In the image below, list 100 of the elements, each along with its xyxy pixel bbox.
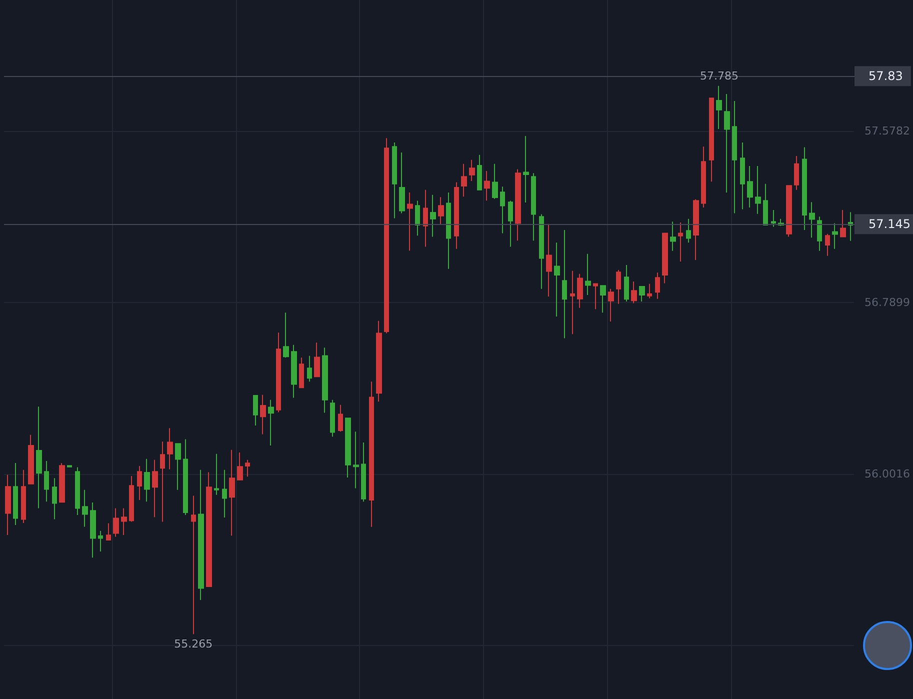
candlestick [446, 192, 451, 270]
candlestick [260, 394, 266, 435]
y-tick-label: 57.5782 [864, 124, 910, 138]
candlestick [438, 196, 444, 226]
candlestick [75, 466, 80, 516]
candlestick [531, 172, 536, 242]
candlestick [562, 229, 567, 339]
candlestick [353, 431, 359, 489]
candlestick [106, 522, 111, 540]
candlestick [167, 428, 173, 470]
y-tick-label: 56.7899 [864, 296, 910, 309]
candlestick [631, 281, 637, 304]
candlestick [423, 189, 428, 248]
candlestick [129, 476, 134, 522]
candlestick [415, 200, 420, 236]
candlestick [484, 170, 490, 202]
candlestick [191, 495, 196, 635]
candlestick [469, 159, 475, 182]
candlestick [454, 182, 459, 250]
candlestick [144, 458, 150, 502]
candlestick [500, 186, 505, 234]
candlestick [399, 152, 405, 214]
candlestick [160, 441, 165, 522]
candlestick [655, 272, 660, 300]
candlestick [222, 469, 227, 518]
ref-line-label: 57.83 [868, 69, 903, 84]
annotation: 57.785 [700, 69, 738, 82]
candlestick [407, 192, 413, 252]
candlestick [539, 214, 544, 290]
candlestick [600, 285, 606, 314]
candlestick [314, 342, 320, 378]
candlestick [384, 138, 389, 334]
candlestick [330, 399, 335, 438]
candlestick [585, 253, 591, 296]
candlestick [214, 453, 219, 496]
candlestick [291, 344, 297, 398]
candlestick [678, 222, 683, 262]
candlestick [137, 466, 142, 500]
candlestick [554, 242, 560, 318]
candlestick [608, 288, 614, 322]
candlestick [763, 183, 768, 226]
candlestick [121, 508, 127, 536]
candlestick [430, 194, 436, 238]
candlestick [21, 469, 26, 524]
candlestick [5, 474, 11, 536]
candlestick [670, 221, 676, 252]
candlestick [802, 146, 807, 230]
candlestick [52, 478, 57, 520]
candlestick [809, 202, 815, 238]
candlestick [747, 165, 753, 208]
candlestick [206, 472, 212, 588]
candlestick [639, 286, 645, 302]
candlestick [175, 443, 181, 490]
candlestick [825, 233, 830, 256]
candlestick [832, 222, 838, 250]
candlestick [492, 163, 498, 200]
candlestick [477, 154, 482, 190]
candlestick [771, 209, 776, 228]
candlestick [98, 530, 103, 552]
candlestick [322, 347, 328, 414]
candlestick [817, 216, 822, 252]
candlestick [268, 399, 274, 446]
candlestick [732, 100, 737, 214]
candlestick [515, 168, 521, 242]
candlestick [616, 269, 621, 304]
candlestick [299, 357, 304, 388]
candlestick [245, 459, 250, 478]
candlestick [570, 270, 575, 335]
candlestick [283, 312, 289, 358]
candlestick [724, 93, 730, 194]
candlestick [786, 185, 792, 238]
candlestick [90, 502, 96, 558]
ref-line-label: 57.145 [868, 217, 911, 232]
candlestick [701, 146, 706, 208]
candlestick [253, 395, 258, 426]
candlestick [229, 449, 235, 536]
candlestick [740, 142, 745, 210]
candlestick [709, 98, 714, 182]
candlestick [369, 381, 374, 528]
candlestick [361, 442, 366, 502]
candlestick [276, 332, 281, 413]
candlestick [686, 218, 691, 244]
candlestick [508, 200, 513, 248]
candlestick [307, 355, 312, 382]
candlestick [13, 462, 18, 526]
candlestick [345, 418, 351, 478]
candlestick [577, 273, 583, 308]
candlestick [461, 163, 467, 198]
candlestick [593, 282, 598, 310]
candlestick [44, 460, 49, 502]
candlestick [840, 209, 846, 238]
candlestick [392, 142, 397, 219]
candlestick [523, 135, 529, 204]
candlestick [152, 459, 158, 518]
candlestick [624, 264, 629, 302]
candlestick [198, 469, 204, 601]
candlestick [338, 404, 343, 432]
candlestick [794, 155, 799, 190]
candlestick [376, 320, 382, 402]
candlestick [59, 462, 65, 503]
